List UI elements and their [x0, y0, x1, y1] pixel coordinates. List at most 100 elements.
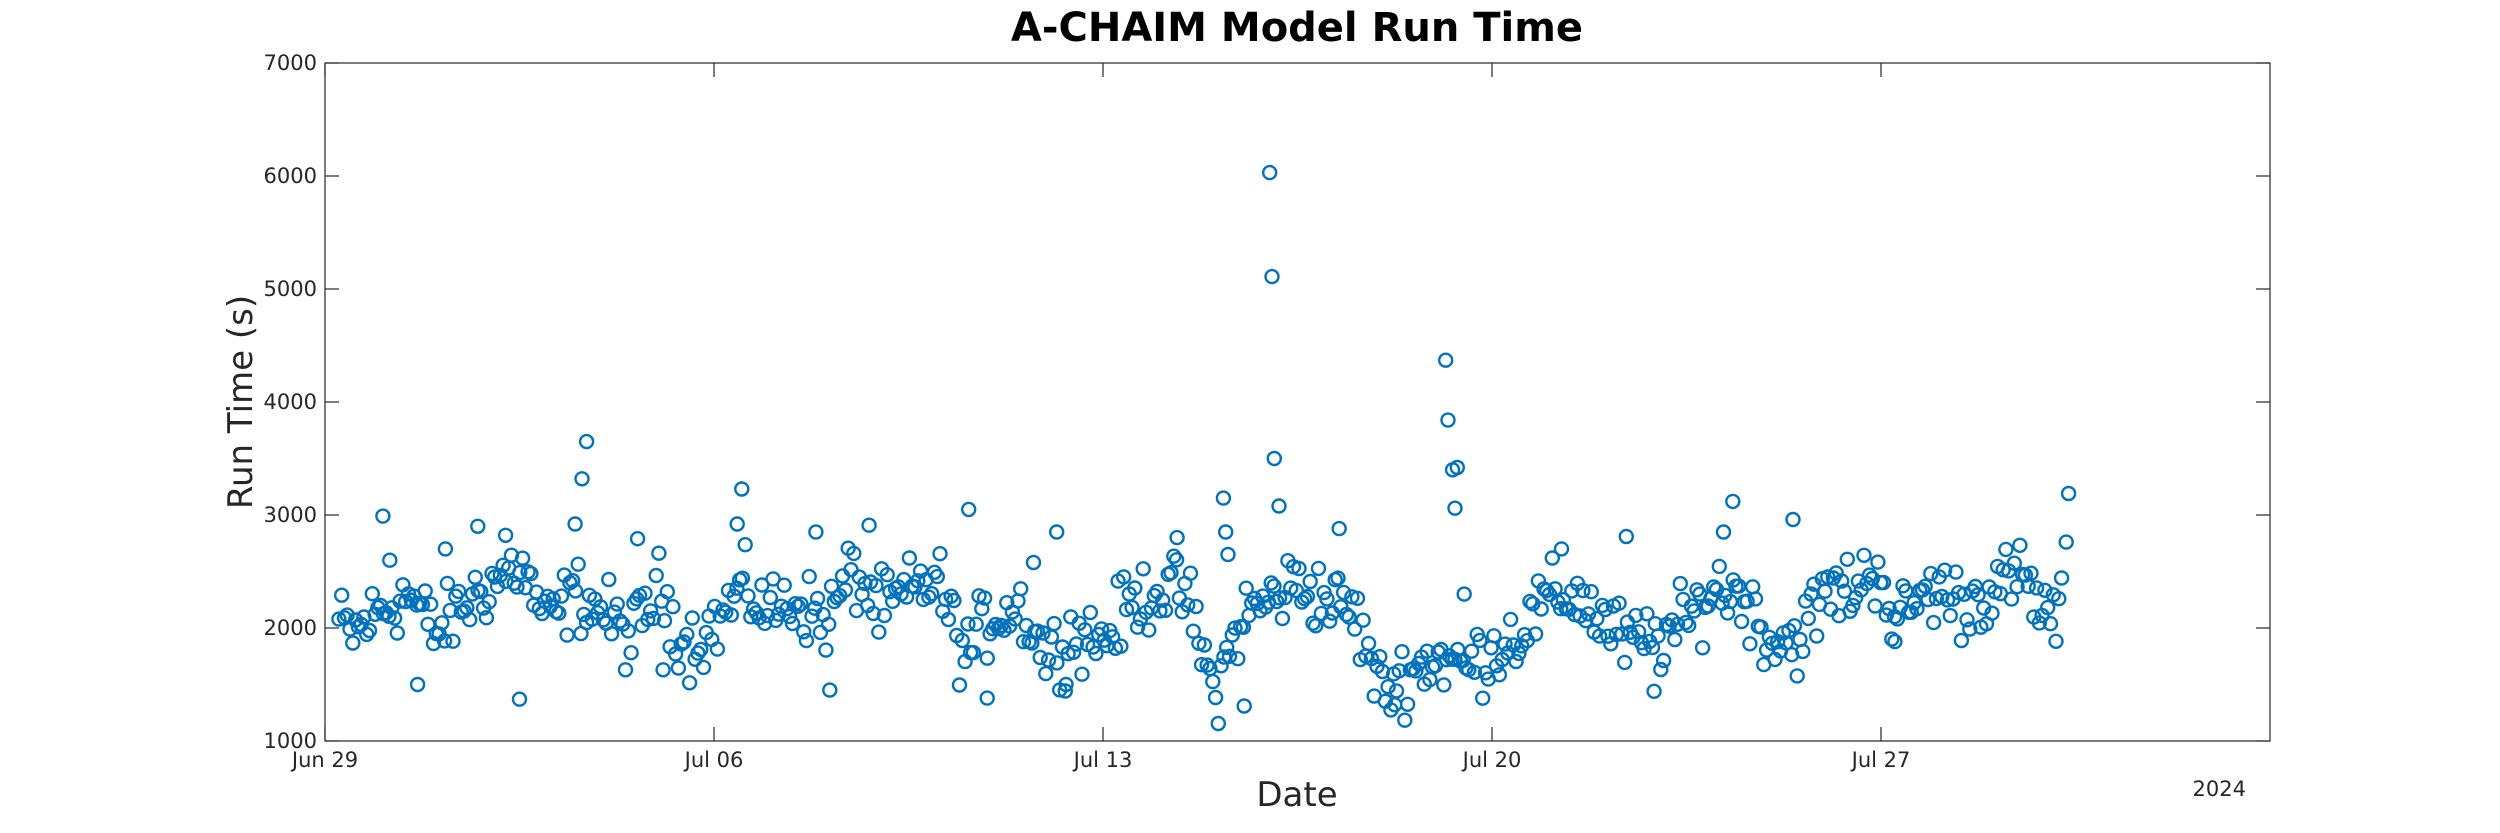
- data-point: [553, 588, 570, 604]
- data-point: [1449, 459, 1466, 476]
- data-point: [1611, 595, 1627, 611]
- data-point: [876, 607, 893, 624]
- data-point: [1082, 604, 1099, 621]
- data-point: [481, 594, 497, 610]
- data-point: [1589, 611, 1605, 627]
- data-point: [1346, 621, 1363, 637]
- data-point: [1820, 569, 1836, 585]
- data-point: [1152, 603, 1168, 619]
- data-point: [2023, 565, 2039, 581]
- data-point: [1397, 712, 1413, 728]
- data-point: [765, 571, 781, 587]
- data-point: [2003, 591, 2020, 607]
- data-point: [514, 550, 531, 566]
- data-point: [1909, 601, 1925, 617]
- data-point: [334, 587, 350, 603]
- data-point: [467, 569, 483, 585]
- data-point: [1491, 667, 1508, 683]
- data-point: [762, 589, 778, 606]
- data-point: [1472, 632, 1488, 649]
- data-point: [1672, 575, 1689, 592]
- data-point: [1639, 606, 1655, 622]
- y-tick-label: 6000: [264, 164, 317, 188]
- data-point: [1836, 583, 1853, 599]
- data-point: [509, 579, 525, 595]
- data-point: [1953, 632, 1970, 649]
- data-point: [445, 633, 461, 649]
- data-point: [1218, 639, 1235, 656]
- data-point: [1291, 560, 1307, 577]
- data-point: [1675, 591, 1691, 608]
- data-point: [1271, 498, 1287, 514]
- data-point: [1182, 565, 1199, 581]
- data-point: [1580, 606, 1597, 622]
- data-point: [1185, 623, 1202, 639]
- x-axis-year-label: 2024: [2193, 777, 2246, 801]
- data-point: [511, 691, 528, 707]
- data-point: [1839, 551, 1856, 567]
- data-point: [974, 601, 990, 617]
- data-point: [1313, 605, 1330, 622]
- data-point: [804, 608, 820, 624]
- data-point: [818, 642, 834, 658]
- data-point: [1040, 652, 1057, 668]
- data-point: [2048, 633, 2064, 649]
- data-point: [1711, 558, 1728, 575]
- data-point: [423, 596, 439, 612]
- data-point: [1817, 583, 1833, 599]
- data-point: [601, 571, 617, 588]
- data-point: [787, 596, 803, 612]
- data-point: [567, 583, 584, 599]
- data-point: [1785, 511, 1801, 528]
- data-point: [655, 662, 671, 678]
- data-point: [1217, 524, 1234, 540]
- data-point: [1845, 597, 1861, 614]
- data-point: [409, 676, 426, 693]
- data-point: [1038, 665, 1054, 682]
- data-point: [2042, 616, 2059, 632]
- data-point: [2058, 534, 2074, 550]
- data-point: [976, 590, 993, 606]
- data-point: [1188, 598, 1204, 615]
- data-point: [1715, 524, 1732, 540]
- data-point: [1157, 602, 1174, 618]
- data-point: [1694, 640, 1711, 656]
- data-point: [565, 573, 581, 589]
- data-point: [436, 633, 453, 649]
- data-point: [940, 611, 957, 628]
- y-axis-label: Run Time (s): [221, 295, 261, 509]
- data-point: [808, 524, 824, 540]
- data-point: [1166, 548, 1182, 564]
- data-point: [1591, 628, 1608, 644]
- data-point: [1742, 636, 1758, 652]
- data-point: [812, 624, 829, 641]
- data-point: [1310, 560, 1327, 577]
- data-point: [645, 610, 662, 627]
- data-point: [437, 541, 454, 557]
- data-point: [1299, 588, 1316, 605]
- data-point: [784, 615, 801, 632]
- chart-title: A-CHAIM Model Run Time: [1011, 5, 1583, 51]
- data-point: [1939, 592, 1956, 608]
- data-point: [754, 577, 770, 593]
- data-point: [1486, 628, 1502, 644]
- data-point: [809, 590, 826, 607]
- data-point: [1263, 575, 1279, 591]
- data-point: [1456, 586, 1472, 602]
- data-point: [1015, 634, 1032, 650]
- data-point: [567, 516, 583, 532]
- data-point: [1616, 654, 1633, 671]
- data-point: [1875, 574, 1892, 591]
- data-point: [865, 605, 881, 622]
- data-point: [910, 573, 926, 589]
- data-point: [484, 565, 500, 582]
- data-point: [1803, 586, 1819, 602]
- data-point: [1942, 607, 1959, 624]
- data-point: [1970, 587, 1986, 603]
- data-point: [1867, 598, 1883, 614]
- data-point: [1650, 628, 1666, 644]
- data-point: [1474, 690, 1491, 706]
- data-point: [1655, 652, 1672, 669]
- data-point: [2053, 570, 2070, 586]
- data-point: [1261, 164, 1278, 181]
